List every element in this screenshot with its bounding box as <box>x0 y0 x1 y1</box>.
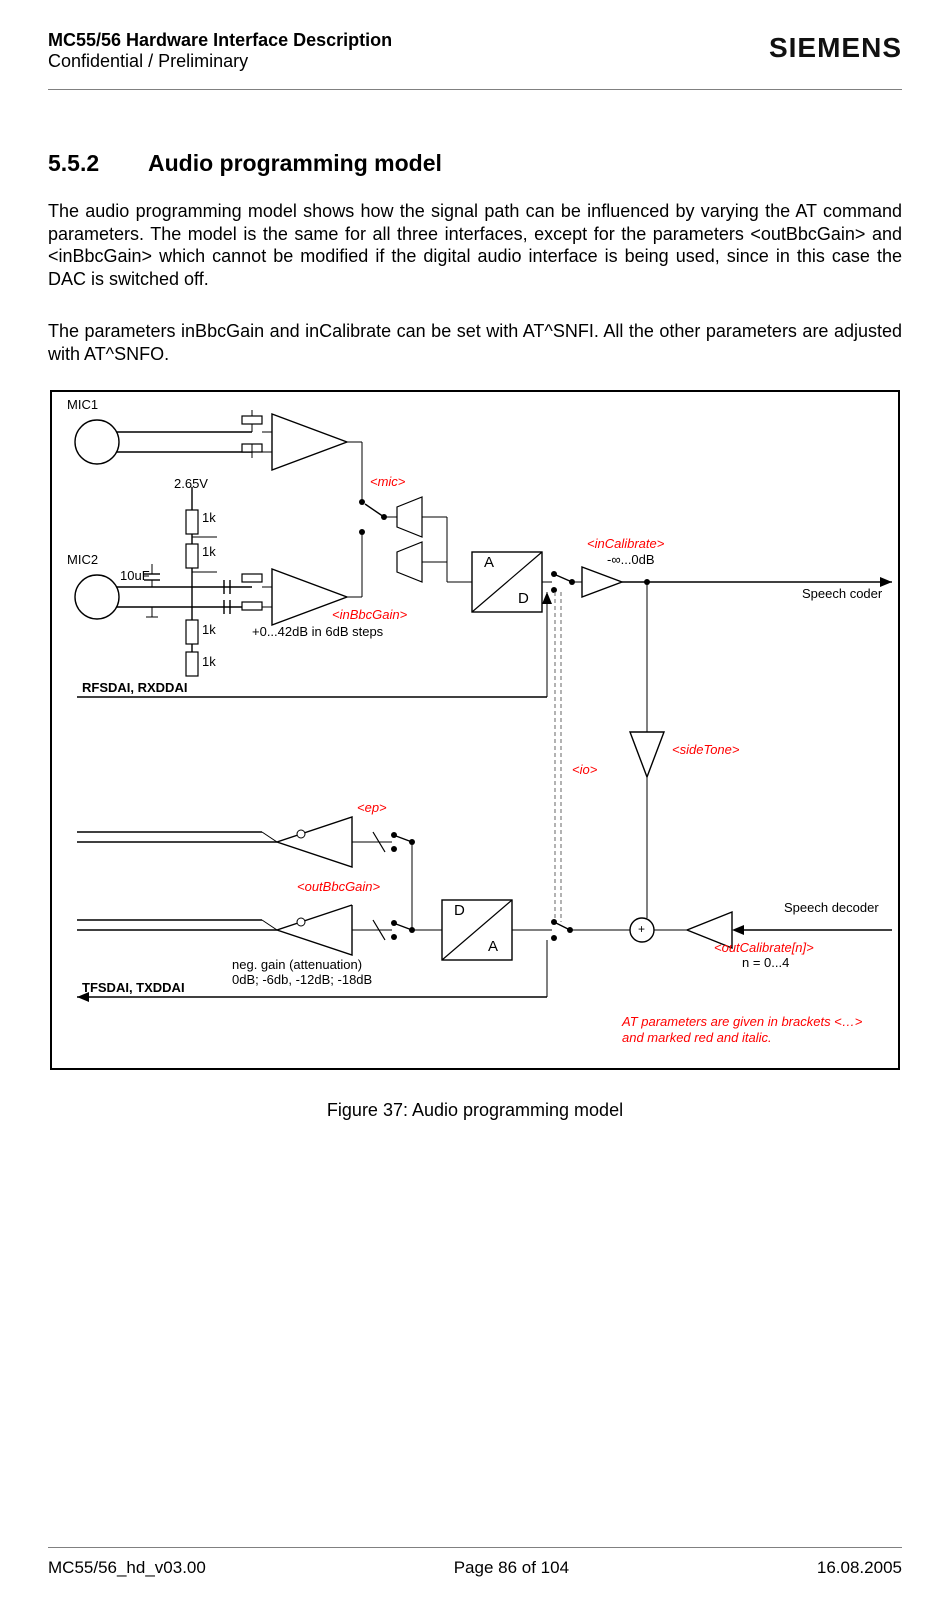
amplifier-icon <box>277 817 352 867</box>
tfsdai-label: TFSDAI, TXDDAI <box>82 980 185 995</box>
variable-amp-icon <box>397 497 422 537</box>
r4-label: 1k <box>202 654 216 669</box>
resistor-icon <box>186 620 198 644</box>
resistor-icon <box>242 416 262 424</box>
rfsdai-label: RFSDAI, RXDDAI <box>82 680 187 695</box>
switch-node-icon <box>391 832 397 838</box>
mic2-jack-icon <box>75 575 119 619</box>
inverting-bubble-icon <box>297 918 305 926</box>
mic1-jack-icon <box>75 420 119 464</box>
wire <box>262 920 277 930</box>
plus-sign: + <box>638 922 645 936</box>
sidetone-param: <sideTone> <box>672 742 739 757</box>
amplifier-icon <box>277 905 352 955</box>
switch-arm-icon <box>396 836 412 842</box>
resistor-icon <box>242 602 262 610</box>
audio-diagram: MIC1 MIC2 2.65V 1k 1k 1k 1k 10uF RFSDAI,… <box>50 390 900 1070</box>
switch-node-icon <box>551 571 557 577</box>
incalibrate-range: -∞...0dB <box>607 552 655 567</box>
outcalibrate-n: n = 0...4 <box>742 955 789 970</box>
outcalibrate-param: <outCalibrate[n]> <box>714 940 814 955</box>
arrowhead-icon <box>732 925 744 935</box>
mic-param: <mic> <box>370 474 405 489</box>
voltage-label: 2.65V <box>174 476 208 491</box>
r1-label: 1k <box>202 510 216 525</box>
switch-arm-icon <box>556 923 570 930</box>
siemens-logo: SIEMENS <box>769 32 902 64</box>
resistor-icon <box>186 652 198 676</box>
amplifier-icon <box>272 414 347 470</box>
footer-left: MC55/56_hd_v03.00 <box>48 1558 206 1578</box>
resistor-icon <box>186 510 198 534</box>
inverting-bubble-icon <box>297 830 305 838</box>
resistor-icon <box>242 574 262 582</box>
page-footer: MC55/56_hd_v03.00 Page 86 of 104 16.08.2… <box>48 1547 902 1578</box>
figure-caption: Figure 37: Audio programming model <box>0 1100 950 1121</box>
cap-label: 10uF <box>120 568 150 583</box>
mic2-label: MIC2 <box>67 552 98 567</box>
switch-node-icon <box>551 935 557 941</box>
incalibrate-param: <inCalibrate> <box>587 536 664 551</box>
mic1-label: MIC1 <box>67 397 98 412</box>
section-title: Audio programming model <box>148 150 442 177</box>
switch-arm-icon <box>396 924 412 930</box>
io-param: <io> <box>572 762 597 777</box>
r3-label: 1k <box>202 622 216 637</box>
r2-label: 1k <box>202 544 216 559</box>
switch-node-icon <box>551 919 557 925</box>
neg-gain-1: neg. gain (attenuation) <box>232 957 362 972</box>
switch-arm-icon <box>556 575 572 582</box>
speech-coder-label: Speech coder <box>802 586 882 601</box>
paragraph-2: The parameters inBbcGain and inCalibrate… <box>48 320 902 365</box>
inbbcgain-range: +0...42dB in 6dB steps <box>252 624 383 639</box>
paragraph-1: The audio programming model shows how th… <box>48 200 902 290</box>
arrowhead-icon <box>542 592 552 604</box>
switch-node-icon <box>359 529 365 535</box>
ad-a-label: A <box>484 554 494 571</box>
da-a-label: A <box>488 938 498 955</box>
amplifier-icon <box>630 732 664 777</box>
switch-node-icon <box>391 934 397 940</box>
ad-d-label: D <box>518 590 529 607</box>
amplifier-icon <box>582 567 622 597</box>
resistor-icon <box>186 544 198 568</box>
da-d-label: D <box>454 902 465 919</box>
footer-center: Page 86 of 104 <box>454 1558 569 1578</box>
footer-right: 16.08.2005 <box>817 1558 902 1578</box>
ep-param: <ep> <box>357 800 387 815</box>
inbbcgain-param: <inBbcGain> <box>332 607 407 622</box>
speech-decoder-label: Speech decoder <box>784 900 879 915</box>
variable-amp-icon <box>397 542 422 582</box>
neg-gain-2: 0dB; -6db, -12dB; -18dB <box>232 972 372 987</box>
section-number: 5.5.2 <box>48 150 99 177</box>
outbbcgain-param: <outBbcGain> <box>297 879 380 894</box>
switch-node-icon <box>551 587 557 593</box>
switch-node-icon <box>391 846 397 852</box>
switch-arm-icon <box>365 504 384 517</box>
at-note: AT parameters are given in brackets <…> … <box>622 1014 882 1045</box>
switch-node-icon <box>359 499 365 505</box>
switch-node-icon <box>391 920 397 926</box>
wire <box>262 832 277 842</box>
